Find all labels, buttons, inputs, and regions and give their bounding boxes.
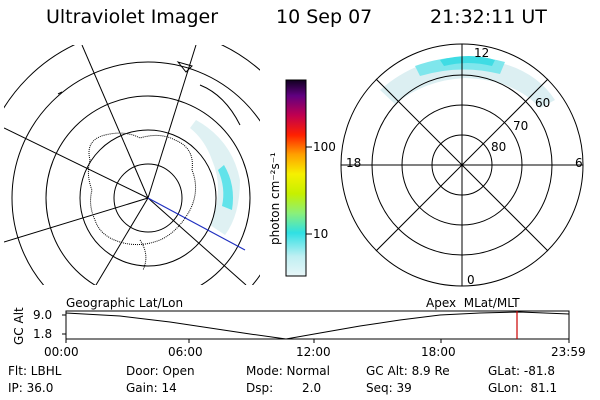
status-ip: IP: 36.0 [8,381,54,395]
status-dsp-value: 2.0 [302,381,322,395]
status-door: Door: Open [126,364,195,378]
app-title: Ultraviolet Imager [46,6,219,28]
status-dsp-label: Dsp: [246,381,274,395]
timeline-ytick-9: 9.0 [33,308,53,322]
status-flt: Flt: LBHL [8,364,62,378]
date-label: 10 Sep 07 [276,6,373,28]
aurora-bright [218,165,233,210]
polar-aurora [380,56,555,108]
timeline-axis-title: GC Alt [12,307,26,345]
timeline-right-label: Apex MLat/MLT [426,296,520,310]
polar-hour-12: 12 [474,46,490,60]
polar-grid [341,44,583,286]
timeline-xtick-0000: 00:00 [44,345,79,359]
polar-hour-0: 0 [467,273,475,287]
polar-plot-boundary [340,43,584,287]
status-mode: Mode: Normal [246,364,330,378]
polar-lat-70: 70 [513,119,529,133]
status-seq: Seq: 39 [366,381,412,395]
polar-hour-6: 6 [575,156,583,170]
aurora-glow [190,120,240,235]
track-line [147,197,246,251]
status-glat: GLat: -81.8 [488,364,555,378]
timeline-xtick-1800: 18:00 [421,345,456,359]
timeline-xtick-0600: 06:00 [168,345,203,359]
timeline-ytick-1: 1.8 [33,327,53,341]
status-glon: GLon: 81.1 [488,381,558,395]
polar-hour-18: 18 [346,156,362,170]
colorbar [285,79,307,277]
colorbar-tick-10: 10 [313,227,329,241]
polar-lat-60: 60 [535,96,551,110]
time-label: 21:32:11 UT [430,6,547,28]
colorbar-unit-label: photon cm⁻²s⁻¹ [268,152,282,245]
timeline-xtick-1200: 12:00 [296,345,331,359]
timeline-xtick-2359: 23:59 [551,345,586,359]
status-gain: Gain: 14 [126,381,177,395]
altitude-curve [65,311,570,340]
timeline-frame [65,310,570,340]
colorbar-tick-100: 100 [313,140,336,154]
polar-lat-80: 80 [491,140,507,154]
timeline-left-label: Geographic Lat/Lon [66,296,184,310]
status-gc-alt: GC Alt: 8.9 Re [366,364,450,378]
